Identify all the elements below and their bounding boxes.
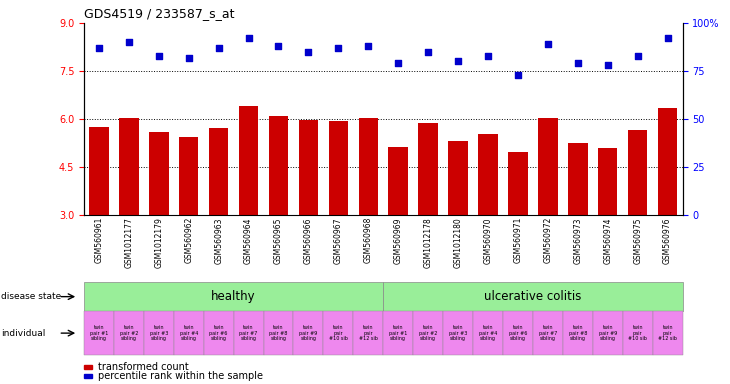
Text: GSM560964: GSM560964 <box>244 217 253 263</box>
Text: GDS4519 / 233587_s_at: GDS4519 / 233587_s_at <box>84 7 234 20</box>
Text: twin
pair #4
sibling: twin pair #4 sibling <box>180 325 198 341</box>
Text: ulcerative colitis: ulcerative colitis <box>484 290 582 303</box>
Text: twin
pair #2
sibling: twin pair #2 sibling <box>419 325 437 341</box>
Text: twin
pair #4
sibling: twin pair #4 sibling <box>479 325 497 341</box>
Point <box>153 53 165 59</box>
Text: twin
pair #3
sibling: twin pair #3 sibling <box>150 325 168 341</box>
Bar <box>388 147 408 215</box>
Text: GSM560961: GSM560961 <box>94 217 104 263</box>
Bar <box>239 106 258 215</box>
Bar <box>508 152 528 215</box>
Point <box>363 43 374 49</box>
Text: twin
pair #7
sibling: twin pair #7 sibling <box>539 325 557 341</box>
Bar <box>179 137 199 215</box>
Bar <box>209 128 228 215</box>
Text: twin
pair
#10 sib: twin pair #10 sib <box>329 325 347 341</box>
Text: GSM560968: GSM560968 <box>364 217 373 263</box>
Text: twin
pair #8
sibling: twin pair #8 sibling <box>269 325 288 341</box>
Bar <box>568 143 588 215</box>
Text: twin
pair #1
sibling: twin pair #1 sibling <box>90 325 108 341</box>
Text: GSM1012180: GSM1012180 <box>453 217 463 268</box>
Text: twin
pair #9
sibling: twin pair #9 sibling <box>299 325 318 341</box>
Text: GSM560967: GSM560967 <box>334 217 343 263</box>
Text: twin
pair #6
sibling: twin pair #6 sibling <box>509 325 527 341</box>
Bar <box>628 130 648 215</box>
Text: twin
pair #3
sibling: twin pair #3 sibling <box>449 325 467 341</box>
Text: twin
pair
#12 sib: twin pair #12 sib <box>658 325 677 341</box>
Text: disease state: disease state <box>1 292 62 301</box>
Text: twin
pair #2
sibling: twin pair #2 sibling <box>120 325 138 341</box>
Bar <box>598 148 618 215</box>
Bar <box>299 120 318 215</box>
Bar <box>89 127 109 215</box>
Text: twin
pair #9
sibling: twin pair #9 sibling <box>599 325 617 341</box>
Point <box>303 49 315 55</box>
Text: GSM560976: GSM560976 <box>663 217 672 263</box>
Bar <box>478 134 498 215</box>
Text: GSM560970: GSM560970 <box>483 217 493 263</box>
Text: twin
pair #7
sibling: twin pair #7 sibling <box>239 325 258 341</box>
Bar <box>269 116 288 215</box>
Text: GSM1012179: GSM1012179 <box>154 217 164 268</box>
Text: GSM560971: GSM560971 <box>513 217 523 263</box>
Point <box>602 62 613 68</box>
Text: twin
pair #8
sibling: twin pair #8 sibling <box>569 325 587 341</box>
Text: healthy: healthy <box>211 290 256 303</box>
Text: GSM1012177: GSM1012177 <box>124 217 134 268</box>
Point <box>483 53 494 59</box>
Point <box>242 35 255 41</box>
Bar <box>358 118 378 215</box>
Bar <box>119 118 139 215</box>
Point <box>182 55 194 61</box>
Text: twin
pair
#10 sib: twin pair #10 sib <box>629 325 647 341</box>
Point <box>631 53 644 59</box>
Text: GSM560973: GSM560973 <box>573 217 583 263</box>
Point <box>213 45 225 51</box>
Bar <box>149 132 169 215</box>
Point <box>93 45 105 51</box>
Text: GSM560966: GSM560966 <box>304 217 313 263</box>
Point <box>333 45 345 51</box>
Text: GSM560969: GSM560969 <box>393 217 403 263</box>
Bar <box>418 123 438 215</box>
Point <box>273 43 285 49</box>
Text: GSM560962: GSM560962 <box>184 217 193 263</box>
Point <box>542 41 554 47</box>
Point <box>572 60 584 66</box>
Text: GSM560974: GSM560974 <box>603 217 612 263</box>
Bar <box>328 121 348 215</box>
Point <box>422 49 434 55</box>
Text: GSM560972: GSM560972 <box>543 217 553 263</box>
Bar <box>538 118 558 215</box>
Point <box>662 35 674 41</box>
Text: GSM560963: GSM560963 <box>214 217 223 263</box>
Bar <box>448 141 468 215</box>
Point <box>453 58 464 65</box>
Text: GSM560975: GSM560975 <box>633 217 642 263</box>
Text: twin
pair
#12 sib: twin pair #12 sib <box>359 325 377 341</box>
Text: twin
pair #6
sibling: twin pair #6 sibling <box>210 325 228 341</box>
Point <box>393 60 404 66</box>
Text: individual: individual <box>1 329 46 338</box>
Text: twin
pair #1
sibling: twin pair #1 sibling <box>389 325 407 341</box>
Text: GSM560965: GSM560965 <box>274 217 283 263</box>
Text: transformed count: transformed count <box>98 362 188 372</box>
Point <box>123 39 134 45</box>
Text: GSM1012178: GSM1012178 <box>423 217 433 268</box>
Bar <box>658 108 677 215</box>
Point <box>512 72 524 78</box>
Text: percentile rank within the sample: percentile rank within the sample <box>98 371 263 381</box>
